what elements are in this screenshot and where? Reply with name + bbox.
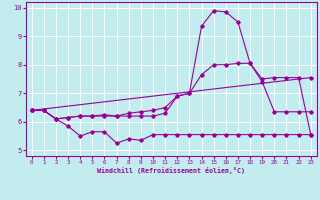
X-axis label: Windchill (Refroidissement éolien,°C): Windchill (Refroidissement éolien,°C) [97, 167, 245, 174]
